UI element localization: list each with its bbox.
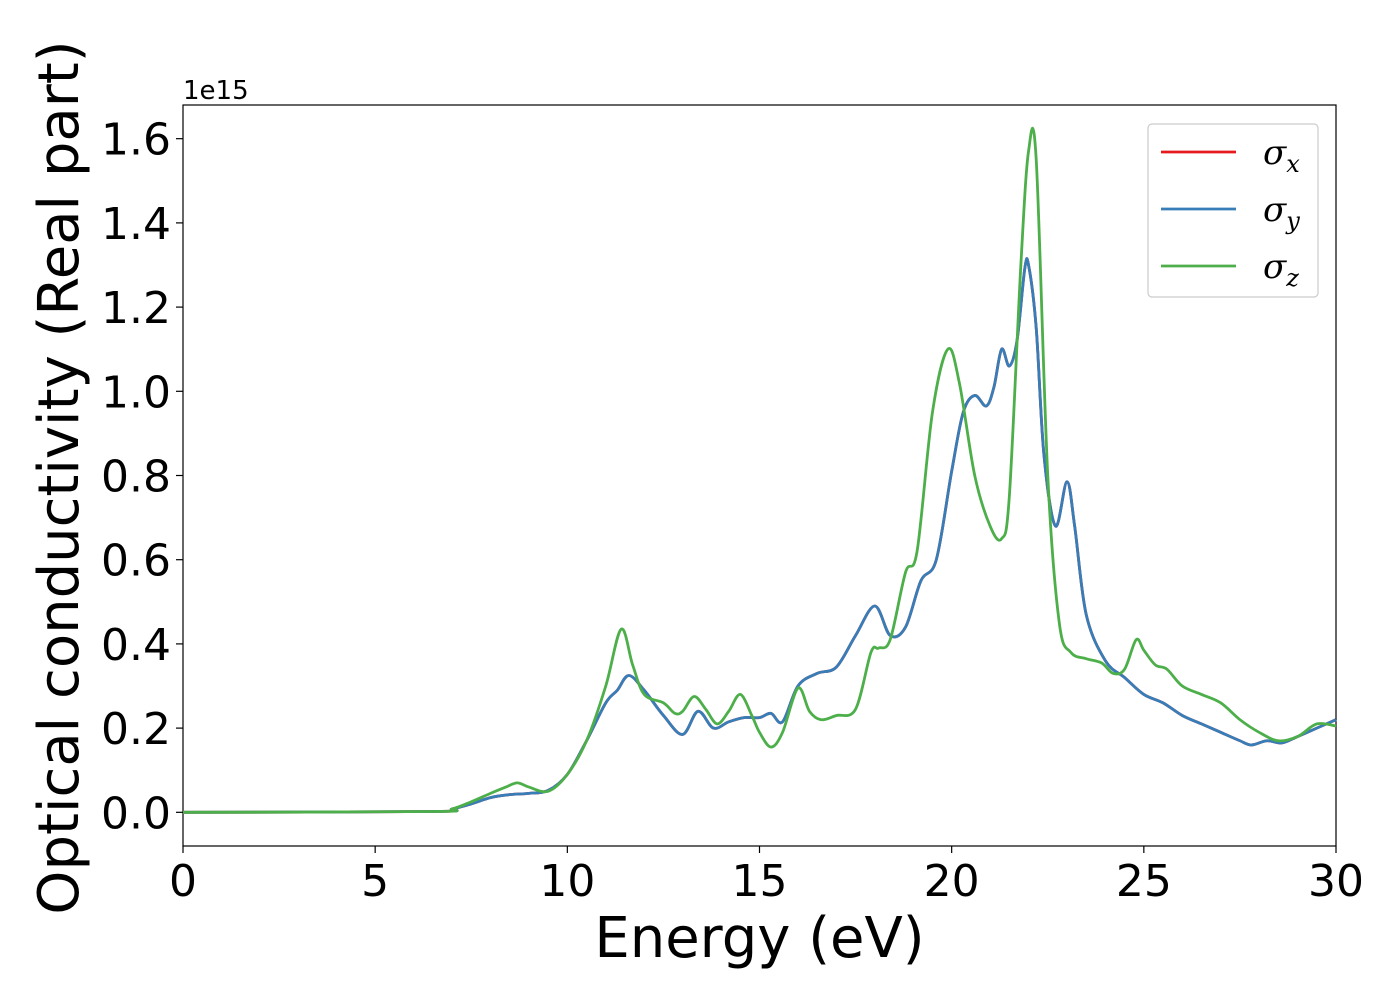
y-axis-label: Optical conductivity (Real part) <box>27 40 92 914</box>
y-tick-label: 1.0 <box>101 367 171 418</box>
x-axis-label: Energy (eV) <box>594 906 924 971</box>
y-tick-label: 0.0 <box>101 788 171 839</box>
x-tick-label: 5 <box>361 856 389 907</box>
series-line-2 <box>182 257 1337 814</box>
legend-subscript: y <box>1285 207 1300 235</box>
legend-subscript: x <box>1286 150 1300 178</box>
y-tick-label: 0.2 <box>101 704 171 755</box>
x-tick-label: 25 <box>1116 856 1172 907</box>
x-tick-label: 10 <box>539 856 595 907</box>
y-tick-label: 1.4 <box>101 199 171 250</box>
series-line-1 <box>182 257 1337 814</box>
x-tick-label: 20 <box>924 856 980 907</box>
series-line-3 <box>182 126 1337 814</box>
legend-box <box>1147 123 1319 298</box>
series-lines <box>182 126 1337 814</box>
y-axis-offset-label: 1e15 <box>183 76 249 106</box>
x-tick-label: 30 <box>1308 856 1364 907</box>
y-axis-ticks: 0.0 0.2 0.4 0.6 0.8 1.0 1.2 1.4 1.6 <box>101 115 183 839</box>
y-tick-label: 1.2 <box>101 283 171 334</box>
y-tick-label: 0.8 <box>101 452 171 503</box>
y-tick-label: 0.6 <box>101 536 171 587</box>
x-tick-label: 0 <box>169 856 197 907</box>
legend-subscript: z <box>1285 264 1299 292</box>
x-axis-ticks: 0 5 10 15 20 25 30 <box>169 846 1364 907</box>
x-tick-label: 15 <box>732 856 788 907</box>
y-tick-label: 1.6 <box>101 115 171 166</box>
y-tick-label: 0.4 <box>101 620 171 671</box>
